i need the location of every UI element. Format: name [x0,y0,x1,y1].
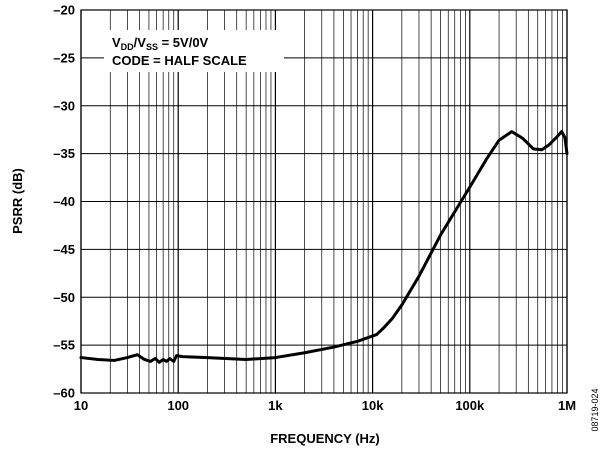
y-tick-label: –20 [53,3,75,18]
y-tick-label: –60 [53,386,75,401]
annotation: VDD/VSS = 5V/0V CODE = HALF SCALE [104,30,284,72]
y-tick-label: –45 [53,242,75,257]
y-tick-label: –55 [53,338,75,353]
y-tick-label: –30 [53,98,75,113]
x-tick-label: 10k [362,398,384,413]
annotation-line-2: CODE = HALF SCALE [112,53,247,68]
psrr-series-line [79,130,569,364]
series-layer [79,130,569,364]
x-tick-label: 1k [268,398,283,413]
plot-frame [80,9,568,394]
y-tick-label: –35 [53,146,75,161]
x-tick-labels: 10 100 1k 10k 100k 1M [74,398,576,413]
y-tick-label: –40 [53,194,75,209]
x-tick-label: 100 [167,398,189,413]
annotation-line-1: VDD/VSS = 5V/0V [112,35,209,52]
y-axis-label: PSRR (dB) [10,168,25,234]
x-tick-label: 1M [558,398,576,413]
figure-id: 08719-024 [590,388,600,431]
annotation-background [104,30,284,72]
x-axis-label: FREQUENCY (Hz) [270,431,380,446]
x-tick-label: 10 [74,398,88,413]
x-tick-label: 100k [455,398,485,413]
y-tick-labels: –20 –25 –30 –35 –40 –45 –50 –55 –60 [53,3,75,401]
y-tick-label: –50 [53,290,75,305]
y-tick-label: –25 [53,50,75,65]
